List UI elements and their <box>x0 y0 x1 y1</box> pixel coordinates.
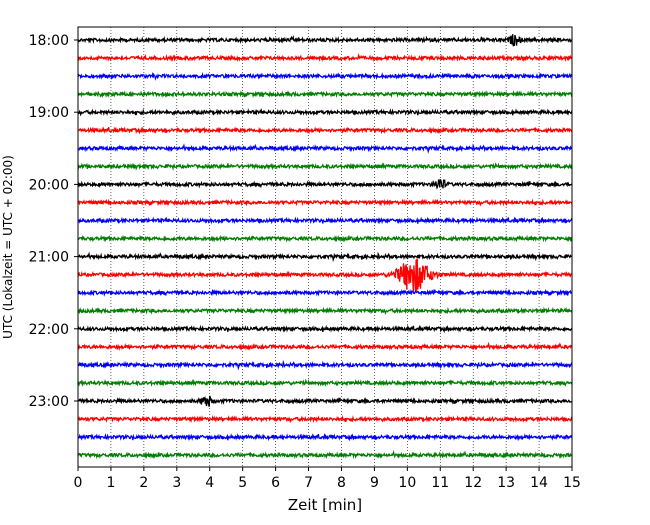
trace-20:45 <box>77 234 573 243</box>
x-tick-label: 5 <box>238 475 247 491</box>
y-tick-label: 19:00 <box>29 105 69 121</box>
trace-19:30 <box>77 143 573 154</box>
trace-21:15 <box>77 258 573 293</box>
trace-22:15 <box>77 341 573 351</box>
y-tick-label: 20:00 <box>29 177 69 193</box>
y-tick-label: 18:00 <box>29 33 69 49</box>
trace-21:45 <box>77 306 573 316</box>
x-tick-label: 4 <box>205 475 214 491</box>
trace-20:15 <box>77 198 573 207</box>
trace-20:00 <box>77 178 573 190</box>
trace-23:45 <box>77 449 573 460</box>
trace-23:15 <box>77 414 573 424</box>
x-tick-label: 9 <box>370 475 379 491</box>
x-tick-label: 15 <box>563 475 581 491</box>
trace-21:30 <box>77 288 573 297</box>
trace-21:00 <box>77 251 573 263</box>
trace-20:30 <box>77 216 573 225</box>
x-tick-label: 0 <box>74 475 83 491</box>
x-tick-label: 14 <box>530 475 548 491</box>
trace-22:00 <box>77 324 573 333</box>
trace-23:00 <box>77 395 573 407</box>
x-tick-label: 2 <box>139 475 148 491</box>
x-axis: 0 1 2 3 4 5 6 7 8 9 10 11 12 13 14 15 <box>74 467 581 491</box>
x-tick-label: 11 <box>431 475 449 491</box>
x-tick-label: 10 <box>398 475 416 491</box>
x-tick-label: 13 <box>497 475 515 491</box>
y-axis: 18:00 19:00 20:00 21:00 22:00 23:00 <box>29 33 78 410</box>
x-axis-label: Zeit [min] <box>288 496 362 514</box>
trace-19:15 <box>77 126 573 135</box>
trace-18:15 <box>77 52 573 63</box>
traces-layer <box>77 34 573 460</box>
grid-layer <box>110 27 540 467</box>
trace-18:00 <box>77 34 573 47</box>
x-tick-label: 3 <box>172 475 181 491</box>
trace-18:45 <box>77 90 573 99</box>
x-tick-label: 6 <box>271 475 280 491</box>
y-axis-label: UTC (Lokalzeit = UTC + 02:00) <box>1 155 15 339</box>
trace-22:30 <box>77 359 573 371</box>
trace-22:45 <box>77 378 573 387</box>
plot-frame <box>77 26 573 468</box>
trace-23:30 <box>77 432 573 442</box>
y-tick-label: 22:00 <box>29 322 69 338</box>
x-tick-label: 7 <box>304 475 313 491</box>
trace-18:30 <box>77 71 573 81</box>
y-tick-label: 21:00 <box>29 250 69 266</box>
x-tick-label: 8 <box>337 475 346 491</box>
x-tick-label: 1 <box>106 475 115 491</box>
x-tick-label: 12 <box>464 475 482 491</box>
trace-19:00 <box>77 108 573 117</box>
y-tick-label: 23:00 <box>29 394 69 410</box>
trace-19:45 <box>77 162 573 171</box>
